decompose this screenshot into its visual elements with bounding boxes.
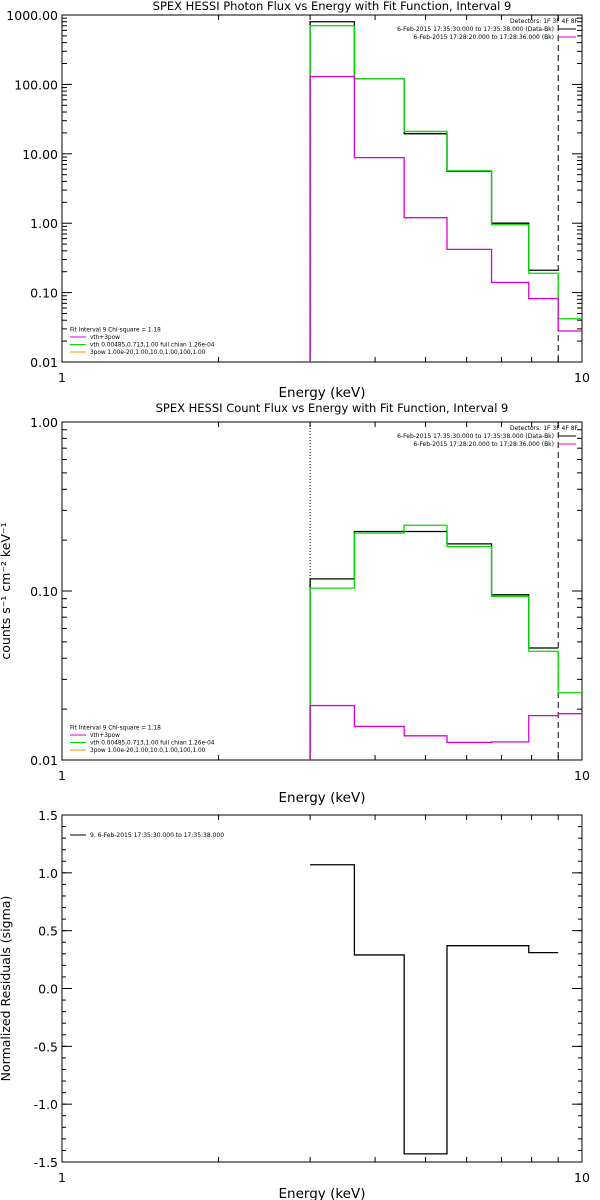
- panel-3: Energy (keV) Normalized Residuals (sigma)…: [0, 808, 590, 1200]
- series-residuals: [310, 864, 559, 1155]
- chart-title: SPEX HESSI Photon Flux vs Energy with Fi…: [153, 0, 512, 13]
- x-tick-label: 10: [574, 370, 590, 385]
- legend-entry: 6-Feb-2015 17:35:30.000 to 17:35:38.000 …: [397, 433, 554, 440]
- y-tick-label: -0.5: [34, 1039, 58, 1054]
- legend-entry: vth+3pow: [90, 335, 120, 341]
- y-tick-label: 1.0: [38, 866, 58, 881]
- x-tick-label: 1: [58, 1170, 66, 1185]
- x-axis-label: Energy (keV): [279, 385, 366, 401]
- chart-title: SPEX HESSI Count Flux vs Energy with Fit…: [156, 401, 509, 415]
- plot-frame: [61, 421, 583, 761]
- legend-entry: vth+3pow: [90, 733, 120, 739]
- y-tick-label: 1.00: [30, 216, 58, 231]
- x-tick-label: 1: [58, 768, 66, 783]
- y-tick-label: 10.00: [22, 147, 58, 162]
- legend-entry: 3pow 1.00e-20,1.00,10.0,1.00,100,1.00: [90, 748, 206, 754]
- y-tick-label: -1.0: [34, 1097, 58, 1112]
- y-tick-label: 0.10: [30, 286, 58, 301]
- x-axis-label: Energy (keV): [279, 790, 366, 806]
- y-tick-label: 0.01: [30, 355, 58, 370]
- y-tick-label: 0.01: [30, 753, 58, 768]
- legend-entry: 6-Feb-2015 17:35:30.000 to 17:35:38.000 …: [397, 26, 554, 33]
- legend-entry: 6-Feb-2015 17:28:20.000 to 17:28:36.000 …: [413, 34, 554, 41]
- legend-entry: 3pow 1.00e-20,1.00,10.0,1.00,100,1.00: [90, 350, 206, 356]
- legend-entry: Fit Interval 9 Chi-square = 1.18: [70, 726, 161, 732]
- series-vth-3pow: [309, 524, 582, 760]
- legend-entry: 9. 6-Feb-2015 17:35:30.000 to 17:35:38.0…: [90, 832, 224, 839]
- series-bk: [309, 75, 582, 362]
- y-tick-label: -1.5: [34, 1155, 58, 1170]
- plot-frame: [61, 14, 583, 363]
- y-tick-label: 0.10: [30, 584, 58, 599]
- series-data-bk: [309, 21, 559, 362]
- legend-entry: Detectors: 1F 3F 4F 8F: [510, 18, 579, 25]
- x-tick-label: 10: [574, 768, 590, 783]
- y-tick-label: 0.0: [38, 982, 58, 997]
- plot-frame: [61, 814, 583, 1163]
- series-vth-3pow: [309, 25, 582, 362]
- series-data-bk: [309, 530, 559, 760]
- y-tick-label: 0.5: [38, 924, 58, 939]
- x-axis-label: Energy (keV): [279, 1186, 366, 1200]
- legend-entry: Detectors: 1F 3F 4F 8F: [510, 425, 579, 432]
- legend-entry: vth 0.00485,0.713,1.00 full chian 1.26e-…: [90, 343, 215, 349]
- series-bk: [309, 704, 582, 760]
- y-axis-label: counts s⁻¹ cm⁻² keV⁻¹: [0, 522, 13, 659]
- legend-entry: 6-Feb-2015 17:28:20.000 to 17:28:36.000 …: [413, 441, 554, 448]
- legend-entry: Fit Interval 9 Chi-square = 1.18: [70, 328, 161, 334]
- y-tick-label: 1.5: [38, 808, 58, 823]
- x-tick-label: 1: [58, 370, 66, 385]
- y-tick-label: 1.00: [30, 415, 58, 430]
- y-tick-label: 1000.00: [6, 8, 58, 23]
- legend-entry: vth 0.00485,0.713,1.00 full chian 1.26e-…: [90, 741, 215, 747]
- x-tick-label: 10: [574, 1170, 590, 1185]
- y-axis-label: Normalized Residuals (sigma): [0, 896, 13, 1082]
- panel-1: SPEX HESSI Photon Flux vs Energy with Fi…: [6, 0, 590, 401]
- y-tick-label: 100.00: [14, 77, 58, 92]
- panel-2: SPEX HESSI Count Flux vs Energy with Fit…: [0, 401, 590, 806]
